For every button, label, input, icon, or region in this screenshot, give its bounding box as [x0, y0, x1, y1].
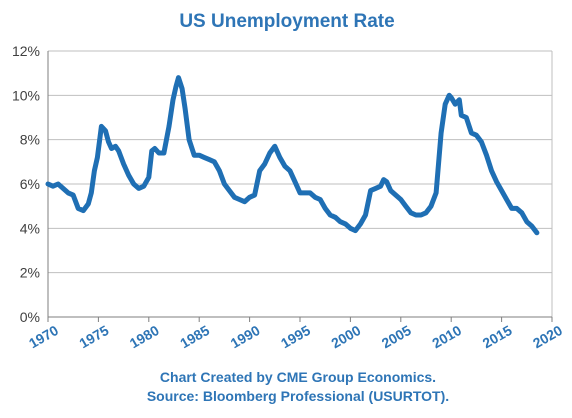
- x-tick-label: 1985: [177, 322, 212, 352]
- series-line: [45, 75, 540, 236]
- x-tick-label: 1980: [127, 322, 162, 352]
- y-tick-label: 0%: [20, 309, 40, 325]
- x-tick-label: 1970: [26, 322, 61, 352]
- x-tick-label: 2000: [328, 322, 363, 352]
- x-axis-ticks: 1970 1975 1980 1985 1990 1995 2000 2005 2010 2015…: [26, 317, 565, 351]
- chart-title: US Unemployment Rate: [179, 11, 394, 32]
- x-tick-label: 1990: [228, 322, 263, 352]
- x-tick-label: 1995: [278, 322, 313, 352]
- x-tick-label: 1975: [76, 322, 111, 352]
- chart-credit-note: Chart Created by CME Group Economics.: [160, 369, 436, 385]
- gridlines: [48, 50, 553, 317]
- y-tick-label: 6%: [20, 176, 40, 192]
- y-tick-label: 12%: [12, 43, 40, 59]
- chart-source-note: Source: Bloomberg Professional (USURTOT)…: [147, 388, 449, 404]
- y-tick-label: 4%: [20, 220, 40, 236]
- series-group: [45, 75, 540, 236]
- y-axis-ticks: 0% 2% 4% 6% 8% 10% 12%: [12, 43, 40, 325]
- y-tick-label: 10%: [12, 87, 40, 103]
- x-tick-label: 2020: [530, 322, 565, 352]
- x-tick-label: 2010: [429, 322, 464, 352]
- y-tick-label: 2%: [20, 265, 40, 281]
- x-tick-label: 2015: [480, 322, 515, 352]
- y-tick-label: 8%: [20, 132, 40, 148]
- x-tick-label: 2005: [379, 322, 414, 352]
